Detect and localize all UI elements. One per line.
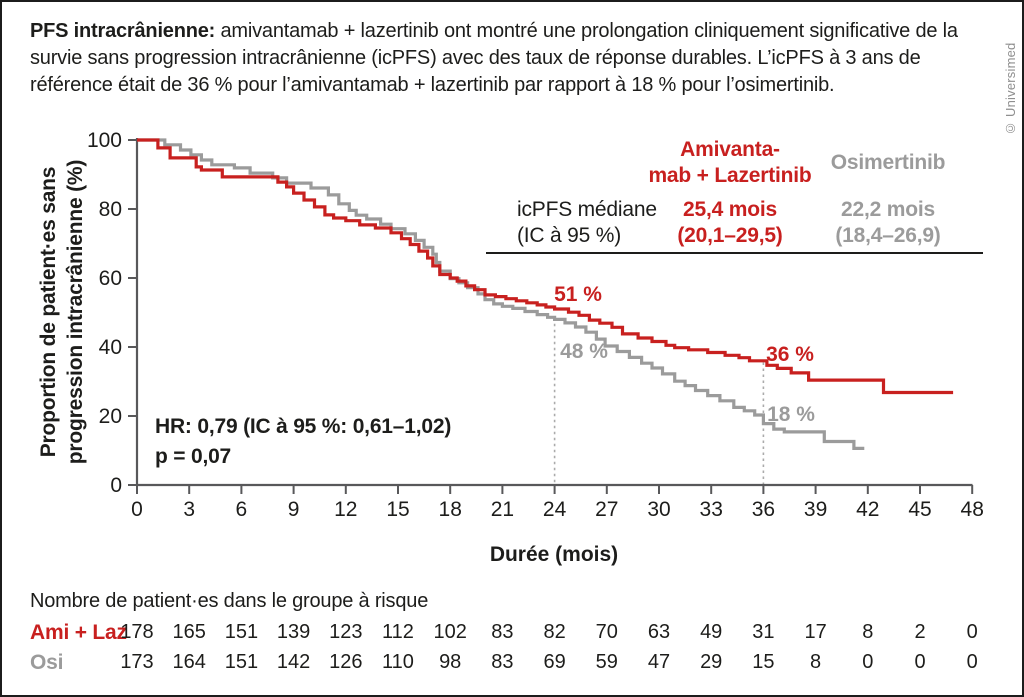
y-axis-label-line2: progression intracrânienne (%) — [64, 159, 87, 465]
x-tick-label: 30 — [647, 498, 670, 521]
risk-count: 0 — [966, 621, 978, 643]
landmark-51pct-label: 51 % — [554, 283, 602, 306]
median-value-amivantamab-line2: (20,1–29,5) — [677, 224, 783, 247]
km-curve-osimertinib — [137, 138, 865, 450]
risk-count: 102 — [433, 621, 467, 643]
risk-count: 110 — [382, 651, 414, 673]
risk-count: 83 — [491, 621, 514, 643]
risk-count: 173 — [120, 651, 154, 673]
x-tick-label: 48 — [961, 498, 984, 521]
median-value-osimertinib-line1: 22,2 mois — [841, 198, 935, 221]
risk-count: 8 — [810, 651, 822, 673]
x-tick-label: 45 — [908, 498, 931, 521]
median-table-underline — [486, 252, 983, 254]
risk-count: 69 — [543, 651, 566, 673]
risk-count: 142 — [276, 651, 311, 673]
x-tick-label: 21 — [491, 498, 514, 521]
x-tick-label: 18 — [439, 498, 462, 521]
risk-count: 165 — [172, 621, 206, 643]
risk-count: 2 — [914, 621, 926, 643]
risk-count: 59 — [595, 651, 618, 673]
risk-count: 139 — [276, 621, 311, 643]
risk-row-label-ami-laz: Ami + Laz — [30, 621, 127, 644]
median-row-label-line2: (IC à 95 %) — [517, 224, 621, 247]
landmark-36pct-label: 36 % — [766, 343, 814, 366]
y-tick-label: 0 — [110, 474, 122, 497]
median-value-osimertinib: 22,2 mois (18,4–26,9) — [788, 197, 988, 249]
x-tick-label: 3 — [183, 498, 195, 521]
risk-count: 0 — [966, 651, 978, 673]
risk-count: 47 — [647, 651, 671, 673]
y-tick-label: 100 — [87, 129, 122, 152]
risk-count: 123 — [329, 621, 363, 643]
x-tick-label: 24 — [543, 498, 567, 521]
x-tick-label: 12 — [334, 498, 357, 521]
risk-count: 15 — [752, 651, 775, 673]
x-tick-label: 42 — [856, 498, 879, 521]
median-value-amivantamab-line1: 25,4 mois — [683, 198, 777, 221]
x-tick-label: 39 — [804, 498, 827, 521]
risk-count: 126 — [329, 651, 363, 673]
x-tick-label: 36 — [752, 498, 775, 521]
x-tick-label: 6 — [236, 498, 248, 521]
y-axis-label: Proportion de patient·es sans progressio… — [35, 134, 89, 490]
caption-text: amivantamab + lazertinib ont montré une … — [30, 20, 958, 96]
risk-count: 49 — [700, 621, 723, 643]
caption-lead: PFS intracrânienne: — [30, 20, 216, 42]
p-value-line: p = 0,07 — [155, 445, 232, 468]
risk-table-title: Nombre de patient·es dans le groupe à ri… — [30, 590, 429, 612]
x-tick-label: 15 — [386, 498, 409, 521]
figure-caption: PFS intracrânienne: amivantamab + lazert… — [30, 18, 964, 99]
hazard-ratio-line: HR: 0,79 (IC à 95 %: 0,61–1,02) — [155, 415, 452, 438]
risk-count: 151 — [224, 651, 259, 673]
x-tick-label: 9 — [288, 498, 300, 521]
risk-count: 83 — [491, 651, 514, 673]
risk-count: 0 — [914, 651, 926, 673]
median-col-header-osimertinib: Osimertinib — [830, 151, 946, 174]
risk-count: 17 — [804, 621, 827, 643]
median-col-header-amivantamab: Amivanta- mab + Lazertinib — [630, 137, 830, 189]
x-axis-label: Durée (mois) — [489, 543, 619, 566]
median-row-label: icPFS médiane (IC à 95 %) — [517, 197, 657, 249]
risk-count: 29 — [700, 651, 723, 673]
risk-count: 63 — [647, 621, 671, 643]
risk-count: 151 — [224, 621, 259, 643]
y-tick-label: 20 — [99, 405, 122, 428]
y-tick-label: 40 — [99, 336, 122, 359]
y-axis-label-line1: Proportion de patient·es sans — [37, 166, 60, 458]
landmark-48pct-label: 48 % — [560, 340, 608, 363]
risk-count: 178 — [120, 621, 154, 643]
risk-count: 31 — [752, 621, 775, 643]
x-tick-label: 33 — [700, 498, 723, 521]
y-tick-label: 80 — [99, 198, 122, 221]
median-row-label-line1: icPFS médiane — [517, 198, 657, 221]
km-curve-amivantamab-lazertinib — [137, 138, 954, 395]
median-col1-header-line1: Amivanta- — [680, 138, 780, 161]
risk-row-label-osi: Osi — [30, 651, 64, 674]
risk-count: 8 — [862, 621, 874, 643]
x-tick-label: 27 — [595, 498, 618, 521]
risk-count: 98 — [439, 651, 462, 673]
risk-count: 112 — [382, 621, 414, 643]
y-tick-label: 60 — [99, 267, 122, 290]
median-value-amivantamab: 25,4 mois (20,1–29,5) — [630, 197, 830, 249]
risk-count: 164 — [172, 651, 206, 673]
risk-count: 70 — [595, 621, 618, 643]
landmark-18pct-label: 18 % — [767, 403, 815, 426]
median-value-osimertinib-line2: (18,4–26,9) — [835, 224, 941, 247]
median-col1-header-line2: mab + Lazertinib — [648, 164, 812, 187]
x-tick-label: 0 — [131, 498, 143, 521]
risk-count: 82 — [543, 621, 566, 643]
hazard-ratio-annotation: HR: 0,79 (IC à 95 %: 0,61–1,02) p = 0,07 — [155, 412, 451, 472]
risk-count: 0 — [862, 651, 874, 673]
